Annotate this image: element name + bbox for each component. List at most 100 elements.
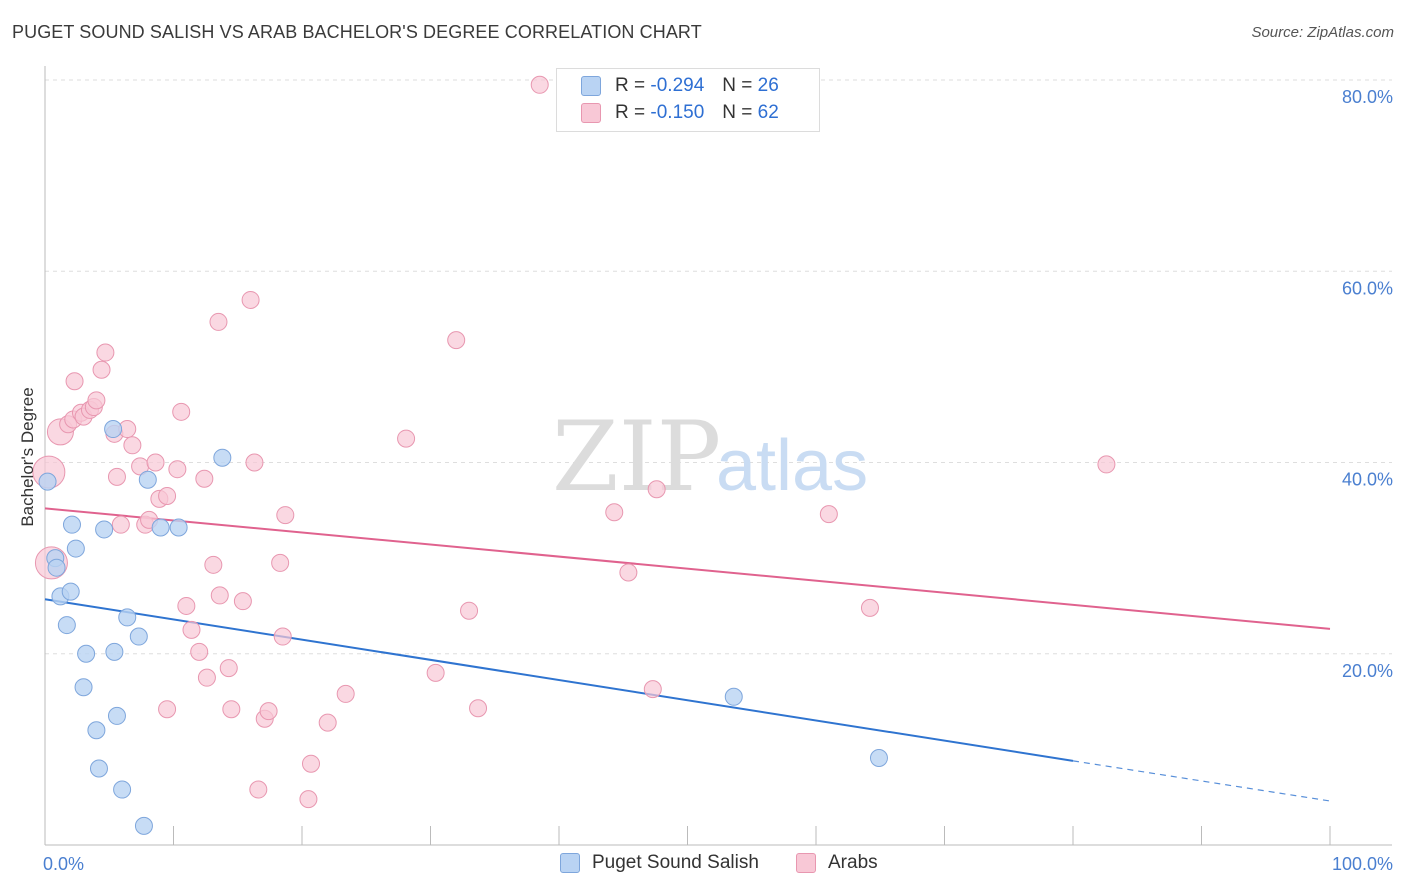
arabs-swatch-icon (581, 102, 601, 123)
salish-point (57, 616, 76, 635)
arabs-point (123, 436, 142, 455)
arabs-point (177, 596, 196, 615)
arabs-point (96, 343, 115, 362)
salish-point (118, 608, 137, 627)
arabs-point (605, 503, 624, 522)
salish-point (104, 420, 123, 439)
x-tick-label: 0.0% (43, 854, 84, 874)
arabs-point (273, 627, 292, 646)
watermark-zip: ZIP (552, 401, 721, 513)
arabs-point (92, 360, 111, 379)
salish-point (151, 518, 170, 537)
salish-point (138, 470, 157, 489)
salish-point (869, 748, 888, 767)
trend-lines (44, 507, 1331, 802)
arabs-point (271, 553, 290, 572)
arabs-point (210, 586, 229, 605)
salish-point (724, 687, 743, 706)
salish-point (62, 515, 81, 534)
y-tick-label: 80.0% (1342, 87, 1393, 107)
arabs-point (276, 506, 295, 525)
arabs-point (1097, 455, 1116, 474)
arabs-trend-line (44, 507, 1331, 630)
arabs-point (460, 601, 479, 620)
tick-labels: 20.0% 40.0% 60.0% 80.0% 0.0% 100.0% (43, 87, 1393, 874)
arabs-n-label: N = (722, 102, 753, 123)
arabs-point (619, 563, 638, 582)
salish-point (169, 518, 188, 537)
bottom-legend-arabs: Arabs (796, 852, 878, 874)
salish-point (74, 678, 93, 697)
arabs-point (447, 331, 466, 350)
gridlines (45, 79, 1392, 655)
salish-point (134, 816, 153, 835)
watermark-atlas: atlas (716, 426, 868, 506)
salish-point (107, 706, 126, 725)
salish-point (61, 582, 80, 601)
salish-point (66, 539, 85, 558)
y-axis-label: Bachelor's Degree (18, 387, 37, 526)
arabs-point (204, 555, 223, 574)
salish-r-value: -0.294 (650, 75, 705, 96)
arabs-point (299, 790, 318, 809)
stats-legend-row-salish: R = -0.294 N = 26 (581, 75, 779, 99)
arabs-point (182, 620, 201, 639)
y-tick-label: 20.0% (1342, 661, 1393, 681)
arabs-point (209, 312, 228, 331)
arabs-point (249, 780, 268, 799)
arabs-point (168, 460, 187, 479)
salish-point (38, 472, 57, 491)
salish-point (77, 644, 96, 663)
arabs-point (195, 469, 214, 488)
salish-point (89, 759, 108, 778)
salish-n-label: N = (722, 75, 753, 96)
arabs-n-value: 62 (757, 102, 779, 123)
arabs-point (245, 453, 264, 472)
y-tick-label: 60.0% (1342, 278, 1393, 298)
arabs-point (259, 702, 278, 721)
chart-title: PUGET SOUND SALISH VS ARAB BACHELOR'S DE… (12, 22, 702, 42)
arabs-point (301, 754, 320, 773)
arabs-r-label: R = (615, 102, 646, 123)
salish-swatch-icon (581, 75, 601, 96)
arabs-point (643, 680, 662, 699)
arabs-point (87, 391, 106, 410)
salish-n-value: 26 (757, 75, 779, 96)
arabs-point (819, 505, 838, 524)
x-tick-label: 100.0% (1332, 854, 1393, 874)
arabs-point (172, 402, 191, 421)
arabs-point (190, 642, 209, 661)
arabs-point (233, 592, 252, 611)
legend-salish-swatch-icon (560, 852, 580, 873)
salish-point (213, 448, 232, 467)
arabs-point (469, 699, 488, 718)
axes (44, 66, 1392, 846)
data-points (32, 75, 1116, 835)
salish-point (113, 780, 132, 799)
salish-point (87, 721, 106, 740)
arabs-point (397, 429, 416, 448)
salish-point (47, 558, 66, 577)
arabs-point (158, 486, 177, 505)
arabs-point (219, 659, 238, 678)
y-tick-label: 40.0% (1342, 470, 1393, 490)
arabs-point (426, 663, 445, 682)
arabs-point (222, 700, 241, 719)
bottom-legend-salish: Puget Sound Salish (560, 852, 759, 874)
watermark: ZIP atlas (552, 401, 868, 513)
arabs-point (336, 684, 355, 703)
arabs-point (197, 668, 216, 687)
stats-legend-row-arabs: R = -0.150 N = 62 (581, 102, 779, 126)
legend-arabs-swatch-icon (796, 852, 816, 873)
arabs-point (860, 598, 879, 617)
arabs-point (158, 700, 177, 719)
legend-salish-label: Puget Sound Salish (592, 852, 759, 873)
arabs-point (318, 713, 337, 732)
salish-r-label: R = (615, 75, 646, 96)
arabs-point (530, 75, 549, 94)
legend-arabs-label: Arabs (828, 852, 878, 873)
source-label: Source: ZipAtlas.com (1251, 24, 1394, 41)
arabs-point (241, 290, 260, 309)
salish-point (95, 520, 114, 539)
